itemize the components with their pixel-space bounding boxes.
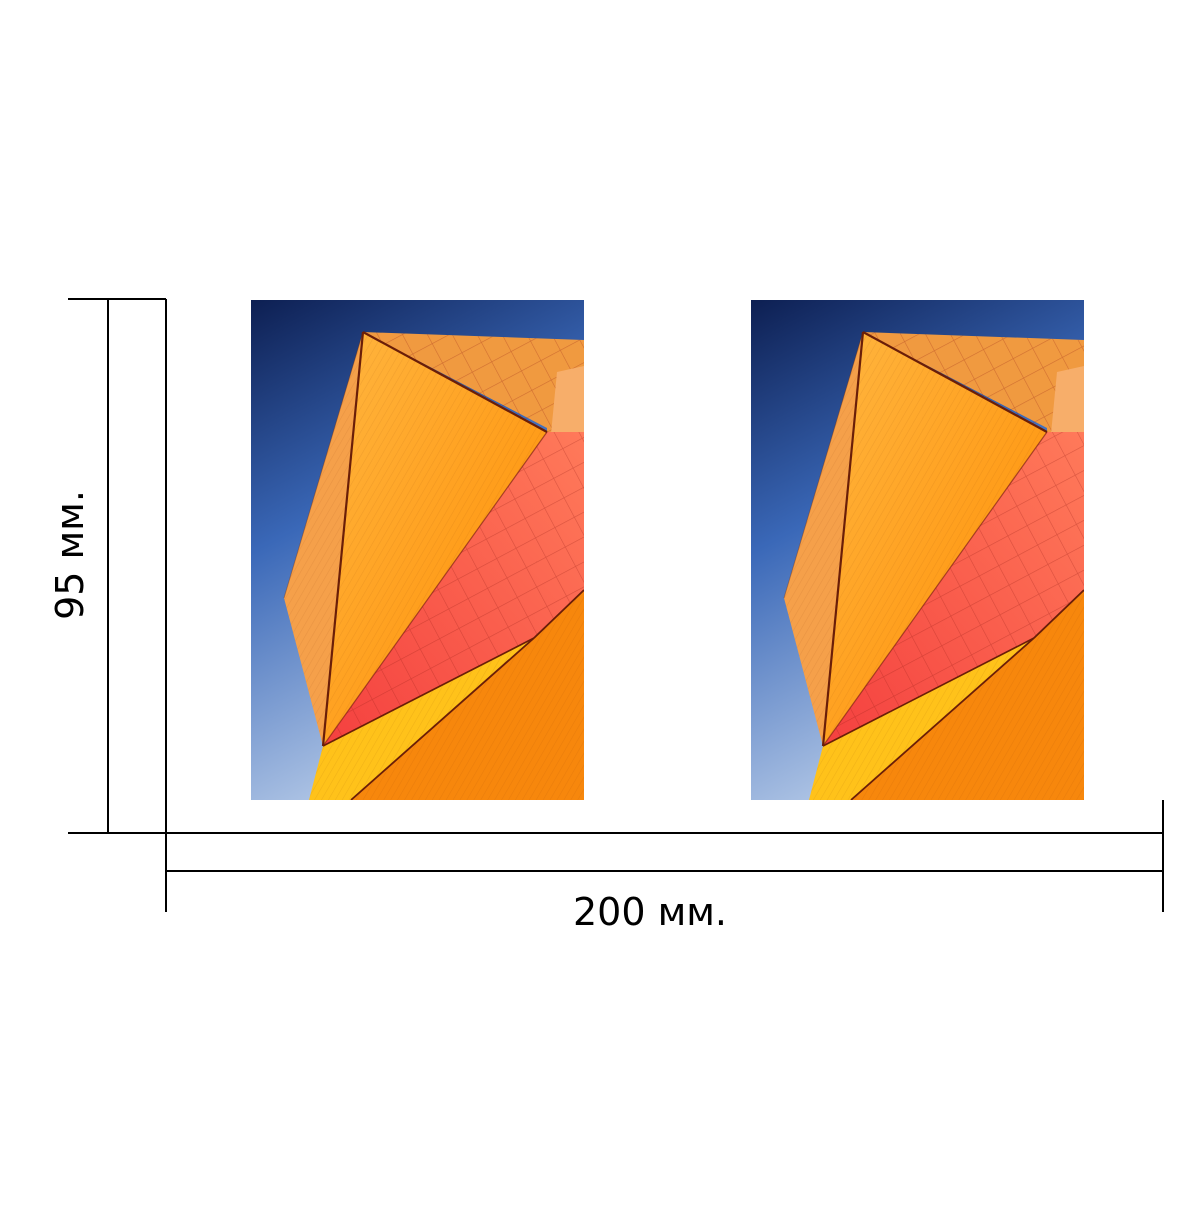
photo-panel-left [251, 300, 584, 800]
photo-panel-right [751, 300, 1084, 800]
main-orange-stripes [323, 332, 547, 746]
roof-cap-facet [551, 366, 584, 434]
yellow-facet-stripes [309, 638, 534, 800]
edge-red-bottom [322, 431, 548, 747]
lower-orange-stripes [351, 590, 584, 800]
edge-yellow-orange [350, 637, 535, 800]
roof-grid-overlay [363, 332, 584, 432]
dimension-lines [68, 298, 1164, 912]
edge-red-yellow [322, 637, 535, 747]
width-dimension-label: 200 мм. [572, 890, 728, 934]
red-grid-overlay [823, 432, 1084, 746]
roof-grid-overlay [863, 332, 1084, 432]
edge-red-yellow [822, 637, 1035, 747]
roof-cap-facet [1051, 366, 1084, 434]
edge-apex-left [321, 331, 365, 747]
lower-orange-stripes [851, 590, 1084, 800]
edge-lower-split [1033, 589, 1084, 639]
left-facet-stripes [784, 332, 863, 746]
edge-apex-left [821, 331, 865, 747]
height-dimension-label: 95 мм. [48, 490, 92, 620]
edge-red-bottom [822, 431, 1048, 747]
edge-apex-right [862, 331, 1048, 433]
edge-yellow-orange [850, 637, 1035, 800]
yellow-facet-stripes [809, 638, 1034, 800]
edge-apex-right [362, 331, 548, 433]
edge-left-facet [283, 331, 364, 599]
left-facet-stripes [284, 332, 363, 746]
red-grid-overlay [323, 432, 584, 746]
main-orange-stripes [823, 332, 1047, 746]
edge-lower-split [533, 589, 584, 639]
edge-left-facet [783, 331, 864, 599]
